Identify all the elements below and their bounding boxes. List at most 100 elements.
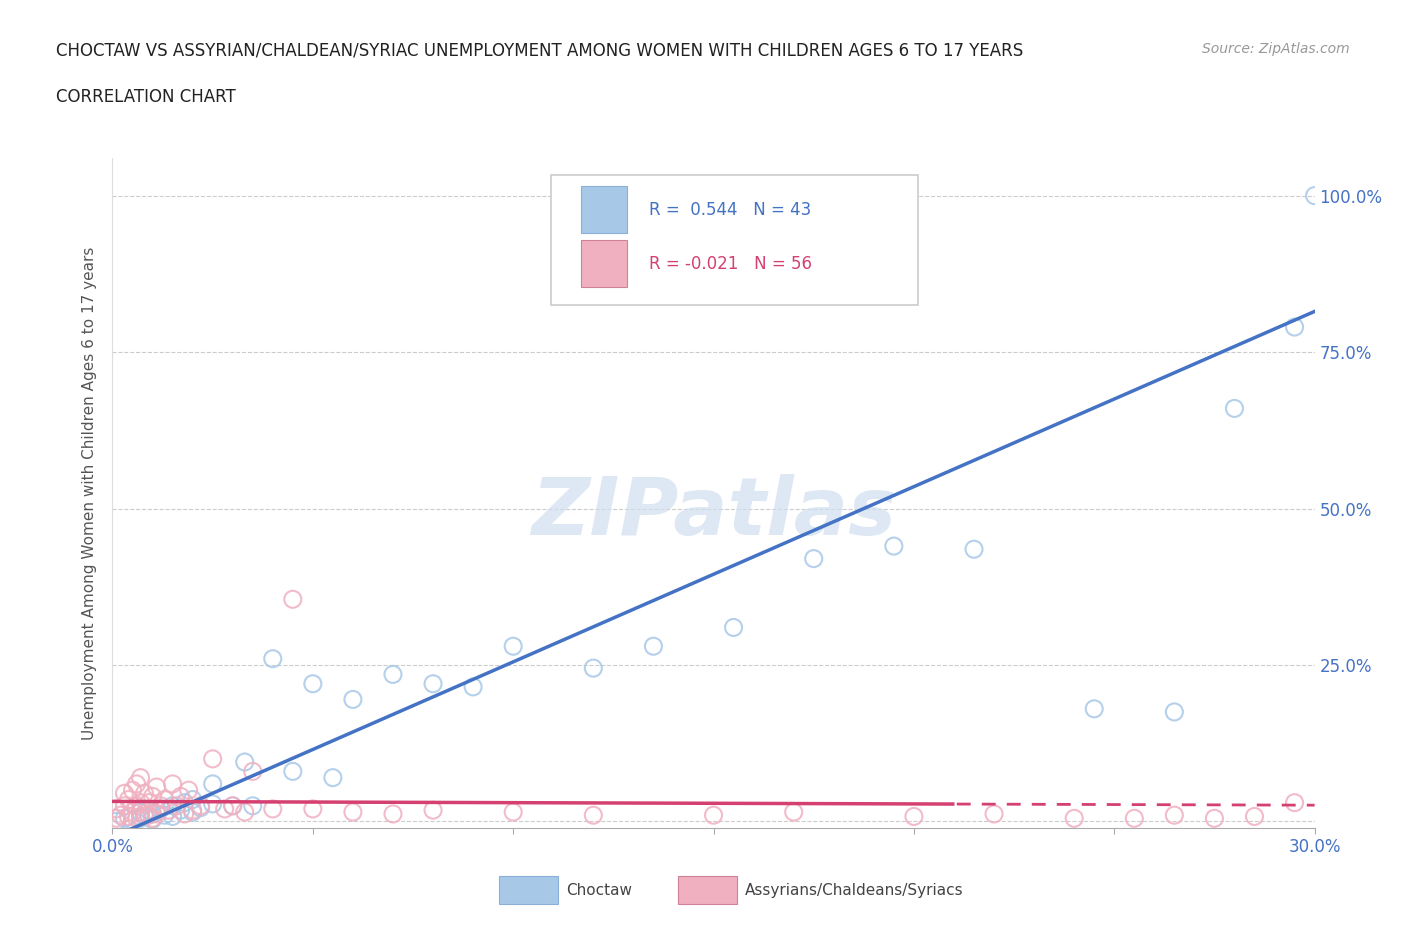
Point (1223, 401, 1246, 416)
Text: CORRELATION CHART: CORRELATION CHART (56, 88, 236, 106)
Point (502, 639, 524, 654)
Text: CHOCTAW VS ASSYRIAN/CHALDEAN/SYRIAC UNEMPLOYMENT AMONG WOMEN WITH CHILDREN AGES : CHOCTAW VS ASSYRIAN/CHALDEAN/SYRIAC UNEM… (56, 42, 1024, 60)
Point (963, 542, 986, 557)
Point (157, 803, 180, 817)
Point (138, 795, 160, 810)
Point (262, 651, 284, 666)
Point (181, 804, 204, 819)
Point (302, 802, 325, 817)
Point (114, 786, 136, 801)
Point (342, 692, 364, 707)
Point (782, 804, 804, 819)
Point (149, 798, 172, 813)
Point (382, 667, 405, 682)
Point (502, 804, 524, 819)
Point (117, 809, 139, 824)
Point (342, 804, 364, 819)
Point (134, 809, 156, 824)
Point (121, 783, 143, 798)
Point (242, 798, 264, 813)
Point (149, 802, 172, 817)
Point (723, 620, 745, 635)
Point (105, 811, 128, 826)
Point (233, 754, 256, 769)
Point (141, 812, 163, 827)
Point (134, 806, 156, 821)
Text: R =  0.544   N = 43: R = 0.544 N = 43 (648, 201, 811, 219)
Point (190, 798, 212, 813)
Point (129, 809, 152, 824)
Point (114, 798, 136, 813)
Point (162, 809, 184, 824)
Point (145, 779, 167, 794)
Point (125, 777, 148, 791)
Point (121, 804, 143, 819)
Point (1063, 811, 1085, 826)
Point (201, 751, 224, 766)
Point (1163, 808, 1185, 823)
Point (1204, 811, 1226, 826)
Point (153, 792, 176, 807)
Point (281, 591, 304, 606)
Point (129, 795, 152, 810)
Text: ZIPatlas: ZIPatlas (531, 474, 896, 552)
Point (181, 803, 204, 817)
Point (117, 792, 139, 807)
Point (201, 796, 224, 811)
Point (162, 798, 184, 813)
Point (1243, 809, 1265, 824)
Point (582, 660, 605, 675)
Point (1083, 701, 1105, 716)
Point (233, 804, 256, 819)
Point (903, 809, 925, 824)
Point (222, 798, 245, 813)
Point (105, 814, 128, 829)
Point (643, 639, 665, 654)
Point (121, 813, 143, 828)
Point (582, 808, 605, 823)
Point (302, 676, 325, 691)
FancyBboxPatch shape (551, 175, 918, 305)
Point (141, 789, 163, 804)
Point (201, 777, 224, 791)
Point (222, 798, 245, 813)
Point (138, 808, 160, 823)
Point (214, 802, 236, 817)
Point (129, 804, 152, 819)
Point (883, 538, 905, 553)
Point (262, 802, 284, 817)
Point (125, 798, 148, 813)
Point (153, 808, 176, 823)
Point (169, 803, 191, 817)
Point (422, 803, 444, 817)
Point (145, 806, 167, 821)
Point (177, 783, 200, 798)
Point (1284, 320, 1306, 335)
Point (1163, 705, 1185, 720)
Point (169, 789, 191, 804)
Point (422, 676, 444, 691)
Point (110, 808, 132, 823)
Point (105, 802, 128, 817)
Point (129, 811, 152, 826)
Point (322, 770, 344, 785)
Point (173, 806, 195, 821)
Point (1303, 188, 1326, 203)
Point (1284, 795, 1306, 810)
Bar (581, 186, 627, 233)
Point (382, 806, 405, 821)
Text: Choctaw: Choctaw (567, 883, 633, 897)
Point (138, 803, 160, 817)
Point (1123, 811, 1146, 826)
Point (162, 777, 184, 791)
Point (702, 808, 725, 823)
Point (242, 764, 264, 778)
Point (983, 806, 1005, 821)
Point (803, 551, 825, 566)
Point (129, 770, 152, 785)
Point (190, 800, 212, 815)
Point (141, 806, 163, 821)
Text: Assyrians/Chaldeans/Syriacs: Assyrians/Chaldeans/Syriacs (745, 883, 963, 897)
Point (125, 811, 148, 826)
Bar (581, 240, 627, 287)
